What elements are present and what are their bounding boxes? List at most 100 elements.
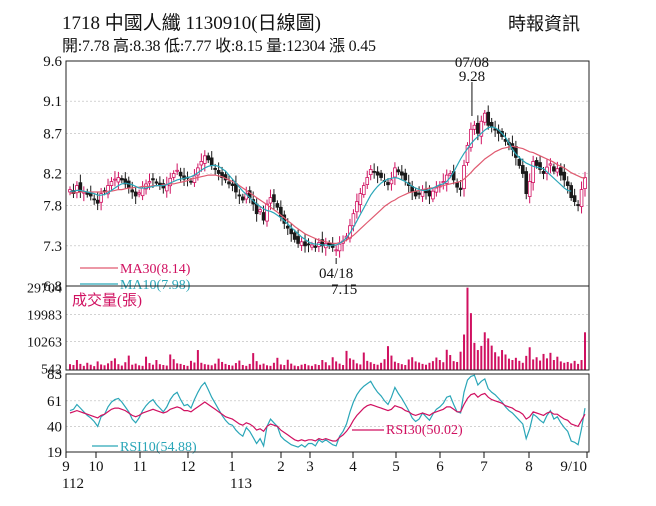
candle-body [472, 124, 477, 130]
candle-body [258, 209, 262, 213]
volume-bar [545, 358, 548, 370]
candle-body [171, 173, 176, 178]
volume-bar [110, 360, 113, 370]
candle-body [206, 155, 211, 161]
ma30-legend-label: MA30(8.14) [120, 262, 191, 277]
volume-bar [283, 365, 286, 370]
volume-bar [145, 356, 148, 370]
candle-body [92, 198, 96, 201]
volume-bar [210, 365, 213, 370]
candle-body [462, 165, 466, 190]
candle-body [265, 203, 269, 222]
volume-bar [138, 365, 141, 370]
candle-body [140, 187, 145, 197]
candle-body [241, 196, 245, 201]
volume-bar [203, 364, 206, 370]
candle-body [476, 122, 480, 134]
volume-bar [397, 363, 400, 370]
volume-bar [438, 360, 441, 370]
volume-bar [79, 363, 82, 370]
candle-body [202, 155, 207, 164]
candle-body [579, 189, 584, 208]
volume-bar [72, 365, 75, 370]
volume-bar [497, 356, 500, 370]
candle-body [431, 190, 435, 200]
candle-body [189, 180, 193, 183]
volume-bar [266, 365, 269, 370]
candle-body [192, 175, 197, 183]
candle-body [441, 181, 446, 184]
candle-body [569, 185, 573, 199]
candle-body [552, 166, 556, 172]
volume-bar [466, 287, 469, 370]
rsi-tick-label: 83 [47, 367, 62, 383]
volume-bar [386, 346, 389, 370]
volume-bar [103, 365, 106, 370]
volume-bar [407, 359, 410, 370]
volume-bar [117, 364, 120, 370]
candle-body [230, 183, 235, 186]
volume-bar [148, 363, 151, 370]
candle-body [95, 199, 100, 204]
candle-body [310, 244, 314, 248]
candle-body [583, 177, 587, 190]
volume-bar [96, 361, 99, 370]
volume-bar [459, 351, 462, 370]
candle-body [285, 225, 290, 229]
volume-bar [234, 363, 237, 370]
volume-bar [473, 342, 476, 370]
candle-body [296, 236, 300, 244]
volume-bar [189, 360, 192, 370]
candle-body [548, 163, 553, 166]
panel-frame [65, 373, 590, 453]
x-axis-month-label: 7 [480, 459, 488, 475]
volume-bar [231, 365, 234, 370]
candle-body [465, 144, 470, 163]
volume-bar [421, 363, 424, 370]
candle-body [358, 193, 363, 205]
candle-body [534, 160, 539, 166]
volume-bar [376, 364, 379, 370]
candle-body [517, 158, 522, 166]
candle-body [524, 171, 529, 194]
volume-bar [300, 364, 303, 370]
volume-bar [335, 361, 338, 370]
volume-bar [445, 349, 448, 370]
low-annotation-value: 7.15 [331, 282, 357, 298]
volume-bar [483, 332, 486, 370]
candle-body [261, 212, 266, 221]
candle-body [306, 243, 311, 246]
volume-bar [418, 362, 421, 370]
volume-bar [252, 353, 255, 370]
candle-body [555, 168, 560, 173]
x-axis-year-label: 113 [230, 476, 252, 492]
candle-body [520, 165, 525, 174]
volume-bar [75, 360, 78, 370]
volume-bar [269, 365, 272, 370]
volume-bar [259, 364, 262, 370]
volume-bar [227, 365, 230, 370]
candle-body [365, 177, 370, 185]
candle-body [455, 182, 459, 188]
volume-bar [345, 350, 348, 370]
volume-bar [241, 365, 244, 370]
volume-bar [262, 363, 265, 370]
volume-bar [552, 360, 555, 370]
volume-bar [518, 360, 521, 370]
volume-bar [165, 365, 168, 370]
candle-body [565, 181, 570, 186]
volume-bar [542, 353, 545, 370]
volume-bar [494, 352, 497, 370]
candle-body [209, 157, 214, 166]
x-axis-month-label: 8 [525, 459, 533, 475]
candle-body [424, 189, 428, 194]
price-tick-label: 8.2 [43, 167, 62, 183]
x-axis-month-label: 2 [277, 459, 285, 475]
volume-bar [490, 345, 493, 370]
x-axis-year-label: 112 [62, 476, 84, 492]
candle-body [403, 172, 408, 181]
candle-body [237, 194, 242, 197]
volume-bar [504, 354, 507, 370]
volume-bar [176, 363, 179, 370]
candle-body [393, 167, 397, 178]
